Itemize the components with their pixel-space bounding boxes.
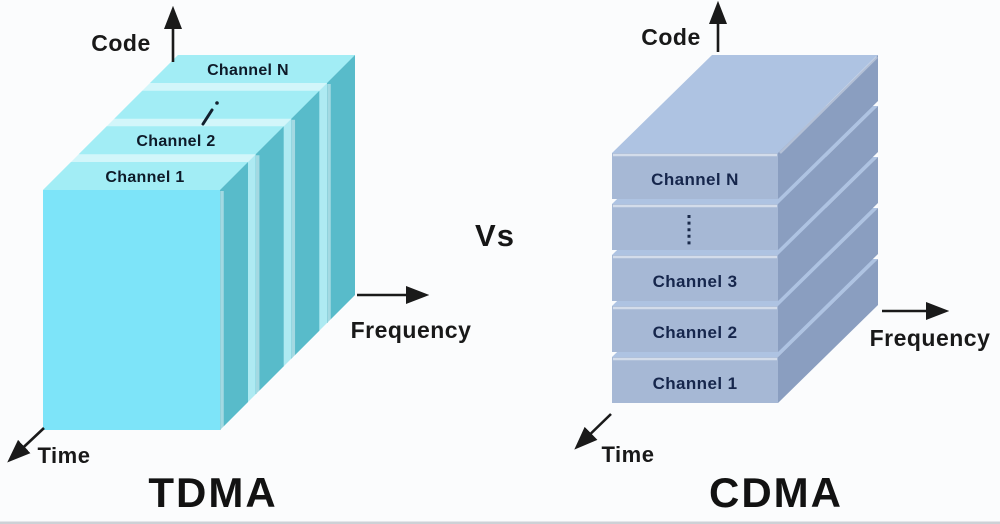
tdma-channel-1-label: Channel 1 bbox=[105, 169, 184, 186]
cdma-side-highlight-5 bbox=[779, 56, 878, 154]
cdma-top-face-5 bbox=[612, 55, 878, 153]
cdma-side-face-5 bbox=[778, 55, 878, 199]
cdma-front-face-5 bbox=[612, 153, 778, 199]
tdma-side-gap-backdrop bbox=[220, 55, 355, 430]
vs-label: Vs bbox=[475, 218, 515, 253]
tdma-title: TDMA bbox=[148, 469, 277, 516]
tdma-channel-2-label: Channel 2 bbox=[136, 133, 215, 150]
cdma-title: CDMA bbox=[709, 469, 843, 516]
tdma-side-face-slab-1 bbox=[220, 162, 248, 430]
tdma-side-face-slab-3 bbox=[291, 90, 320, 359]
cdma-front-face-3 bbox=[612, 255, 778, 301]
cdma-front-face-1 bbox=[612, 357, 778, 403]
cdma-code-axis-label: Code bbox=[641, 24, 701, 50]
tdma-top-face-slab-4 bbox=[150, 55, 355, 83]
tdma-channel-n-label: Channel N bbox=[207, 62, 289, 79]
tdma-frequency-axis-label: Frequency bbox=[351, 317, 472, 343]
tdma-side-face-slab-2 bbox=[255, 126, 284, 395]
cdma-side-face-2 bbox=[778, 208, 878, 352]
tdma-top-face-slab-1 bbox=[43, 162, 248, 190]
cdma-channel-3-label: Channel 3 bbox=[653, 272, 738, 291]
tdma-top-gap-backdrop bbox=[43, 55, 355, 190]
cdma-side-face-3 bbox=[778, 157, 878, 301]
cdma-channel-1-label: Channel 1 bbox=[653, 374, 738, 393]
tdma-ellipsis-icon bbox=[201, 101, 219, 126]
cdma-front-face-4 bbox=[612, 204, 778, 250]
bottom-edge-line bbox=[0, 521, 1000, 524]
cdma-side-face-4 bbox=[778, 106, 878, 250]
tdma-time-axis-label: Time bbox=[38, 443, 91, 468]
tdma-diagram: Channel 1 Channel 2 Channel N Code Frequ… bbox=[7, 5, 472, 516]
cdma-channel-n-label: Channel N bbox=[651, 170, 739, 189]
cdma-time-axis-arrow bbox=[574, 413, 612, 450]
tdma-front-face bbox=[43, 190, 220, 430]
tdma-top-face-slab-2 bbox=[78, 126, 284, 155]
cdma-channel-2-label: Channel 2 bbox=[653, 323, 738, 342]
cdma-slab-channel-n: Channel N bbox=[612, 55, 878, 199]
cdma-side-face-1 bbox=[778, 259, 878, 403]
cdma-frequency-axis-label: Frequency bbox=[870, 325, 991, 351]
tdma-time-axis-arrow bbox=[7, 427, 45, 463]
cdma-front-face-2 bbox=[612, 306, 778, 352]
tdma-side-face-slab-4 bbox=[327, 55, 355, 323]
cdma-diagram: Channel 1 Channel 2 Channel 3 bbox=[574, 0, 991, 516]
cdma-time-axis-label: Time bbox=[602, 442, 655, 467]
tdma-code-axis-label: Code bbox=[91, 30, 151, 56]
